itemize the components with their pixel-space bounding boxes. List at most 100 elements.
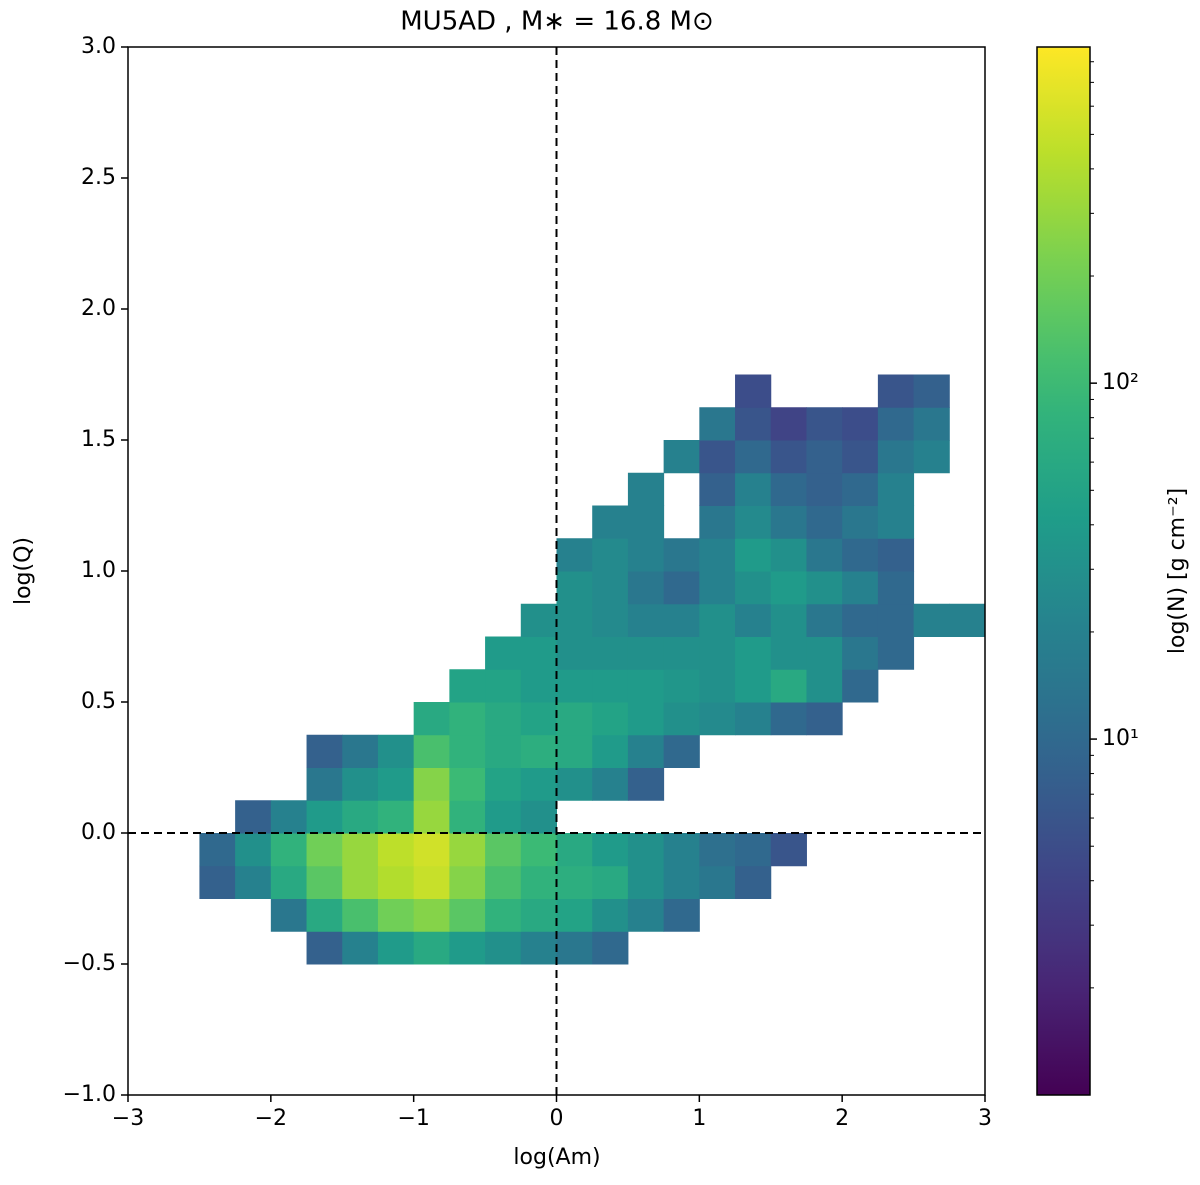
heatmap-cell xyxy=(306,734,343,768)
heatmap-cell xyxy=(556,931,593,965)
heatmap-cell xyxy=(770,472,807,506)
heatmap-cell xyxy=(556,538,593,572)
heatmap-cell xyxy=(806,440,843,474)
heatmap-cell xyxy=(342,898,379,932)
heatmap-cell xyxy=(342,833,379,867)
x-tick-label: 2 xyxy=(835,1106,849,1131)
heatmap-cell xyxy=(663,833,700,867)
heatmap-cell xyxy=(556,865,593,899)
y-tick-label: 1.5 xyxy=(81,427,116,452)
heatmap-cell xyxy=(699,440,736,474)
heatmap-cell xyxy=(699,636,736,670)
heatmap-cell xyxy=(592,734,629,768)
heatmap-cell xyxy=(592,571,629,605)
heatmap-cell xyxy=(485,833,522,867)
heatmap-cell xyxy=(770,669,807,703)
heatmap-cell xyxy=(913,374,950,408)
heatmap-cell xyxy=(520,767,557,801)
heatmap-cell xyxy=(592,833,629,867)
x-tick-label: −2 xyxy=(255,1106,287,1131)
heatmap-cell xyxy=(877,407,915,441)
heatmap-cell xyxy=(663,669,700,703)
heatmap-cell xyxy=(627,702,665,736)
heatmap-cell xyxy=(342,734,379,768)
colorbar-tick-label: 10¹ xyxy=(1102,726,1139,751)
heatmap-cell xyxy=(270,865,308,899)
heatmap-cell xyxy=(877,472,915,506)
heatmap-cell xyxy=(556,702,593,736)
heatmap-cell xyxy=(770,571,807,605)
heatmap-cell xyxy=(627,472,665,506)
colorbar-tick-label: 10² xyxy=(1102,370,1139,395)
heatmap-cell xyxy=(735,407,772,441)
y-tick-label: 0.5 xyxy=(81,689,116,714)
heatmap-cell xyxy=(877,505,915,539)
heatmap-cell xyxy=(485,865,522,899)
heatmap-cell xyxy=(663,571,700,605)
heatmap xyxy=(199,374,986,965)
heatmap-cell xyxy=(699,702,736,736)
overlay: −3 −2 −1 0 1 2 3 −1.0 −0.5 0.0 0.5 1.0 1.5 2.0 2.5 3.0 xyxy=(63,34,992,1131)
heatmap-cell xyxy=(735,636,772,670)
heatmap-cell xyxy=(592,669,629,703)
heatmap-cell xyxy=(699,538,736,572)
heatmap-cell xyxy=(449,669,486,703)
heatmap-cell xyxy=(627,538,665,572)
heatmap-cell xyxy=(663,898,700,932)
heatmap-cell xyxy=(735,603,772,637)
heatmap-cell xyxy=(592,865,629,899)
heatmap-cell xyxy=(270,800,308,834)
heatmap-cell xyxy=(735,702,772,736)
heatmap-cell xyxy=(485,702,522,736)
heatmap-cell xyxy=(627,505,665,539)
heatmap-cell xyxy=(342,931,379,965)
heatmap-cell xyxy=(520,865,557,899)
heatmap-cell xyxy=(592,636,629,670)
heatmap-cell xyxy=(592,702,629,736)
heatmap-cell xyxy=(842,571,879,605)
heatmap-cell xyxy=(592,505,629,539)
heatmap-cell xyxy=(699,833,736,867)
heatmap-cell xyxy=(520,636,557,670)
heatmap-cell xyxy=(449,702,486,736)
heatmap-cell xyxy=(770,440,807,474)
heatmap-cell xyxy=(842,472,879,506)
heatmap-cell xyxy=(913,603,950,637)
heatmap-cell xyxy=(413,734,450,768)
heatmap-cell xyxy=(377,931,415,965)
y-tick-label: 3.0 xyxy=(81,34,116,59)
heatmap-cell xyxy=(627,603,665,637)
heatmap-cell xyxy=(770,833,807,867)
heatmap-cell xyxy=(842,407,879,441)
heatmap-cell xyxy=(556,833,593,867)
heatmap-cell xyxy=(592,898,629,932)
heatmap-cell xyxy=(235,865,272,899)
heatmap-cell xyxy=(449,767,486,801)
heatmap-cell xyxy=(592,603,629,637)
heatmap-cell xyxy=(377,833,415,867)
heatmap-cell xyxy=(520,931,557,965)
heatmap-cell xyxy=(592,538,629,572)
heatmap-cell xyxy=(485,898,522,932)
heatmap-cell xyxy=(413,767,450,801)
heatmap-cell xyxy=(735,374,772,408)
heatmap-cell xyxy=(235,833,272,867)
heatmap-cell xyxy=(735,865,772,899)
heatmap-cell xyxy=(235,800,272,834)
x-tick-label: −3 xyxy=(112,1106,144,1131)
heatmap-cell xyxy=(877,374,915,408)
heatmap-cell xyxy=(342,767,379,801)
heatmap-cell xyxy=(377,767,415,801)
heatmap-cell xyxy=(520,603,557,637)
heatmap-cell xyxy=(413,833,450,867)
heatmap-cell xyxy=(556,669,593,703)
chart-title: MU5AD , M∗ = 16.8 M⊙ xyxy=(400,7,714,37)
heatmap-cell xyxy=(699,571,736,605)
heatmap-cell xyxy=(663,702,700,736)
heatmap-cell xyxy=(627,571,665,605)
heatmap-cell xyxy=(485,931,522,965)
heatmap-cell xyxy=(520,702,557,736)
heatmap-cell xyxy=(270,833,308,867)
heatmap-cell xyxy=(627,636,665,670)
heatmap-cell xyxy=(342,800,379,834)
